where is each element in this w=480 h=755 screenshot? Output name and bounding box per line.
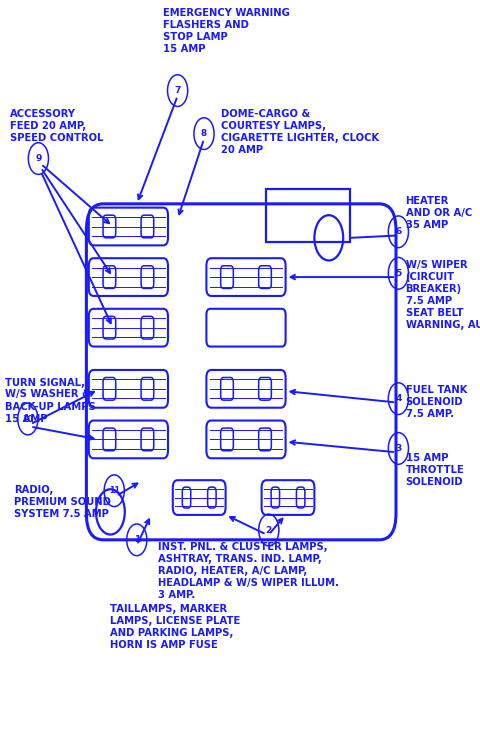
Text: 3: 3 (395, 444, 402, 453)
Text: 7: 7 (174, 86, 181, 95)
Text: TAILLAMPS, MARKER
LAMPS, LICENSE PLATE
AND PARKING LAMPS,
HORN IS AMP FUSE: TAILLAMPS, MARKER LAMPS, LICENSE PLATE A… (110, 604, 240, 650)
Text: W/S WIPER
(CIRCUIT
BREAKER)
7.5 AMP
SEAT BELT
WARNING, AUX.: W/S WIPER (CIRCUIT BREAKER) 7.5 AMP SEAT… (406, 260, 480, 331)
Text: 15 AMP
THROTTLE
SOLENOID: 15 AMP THROTTLE SOLENOID (406, 453, 464, 487)
Text: TURN SIGNAL,
W/S WASHER &
BACK-UP LAMPS
15 AMP: TURN SIGNAL, W/S WASHER & BACK-UP LAMPS … (5, 378, 96, 424)
Text: RADIO,
PREMIUM SOUND
SYSTEM 7.5 AMP: RADIO, PREMIUM SOUND SYSTEM 7.5 AMP (14, 485, 111, 519)
Text: 10: 10 (23, 414, 33, 424)
Text: ACCESSORY
FEED 20 AMP,
SPEED CONTROL: ACCESSORY FEED 20 AMP, SPEED CONTROL (10, 109, 103, 143)
Text: 11: 11 (109, 486, 120, 495)
Text: 8: 8 (201, 129, 207, 138)
Text: DOME-CARGO &
COURTESY LAMPS,
CIGARETTE LIGHTER, CLOCK
20 AMP: DOME-CARGO & COURTESY LAMPS, CIGARETTE L… (221, 109, 379, 156)
Text: HEATER
AND OR A/C
35 AMP: HEATER AND OR A/C 35 AMP (406, 196, 472, 230)
Text: EMERGENCY WARNING
FLASHERS AND
STOP LAMP
15 AMP: EMERGENCY WARNING FLASHERS AND STOP LAMP… (163, 8, 290, 54)
Text: 6: 6 (395, 227, 402, 236)
Text: INST. PNL. & CLUSTER LAMPS,
ASHTRAY, TRANS. IND. LAMP,
RADIO, HEATER, A/C LAMP,
: INST. PNL. & CLUSTER LAMPS, ASHTRAY, TRA… (158, 542, 339, 600)
Text: FUEL TANK
SOLENOID
7.5 AMP.: FUEL TANK SOLENOID 7.5 AMP. (406, 385, 467, 419)
Text: 1: 1 (133, 535, 140, 544)
Text: 4: 4 (395, 394, 402, 403)
Bar (266, 189, 350, 242)
Text: 5: 5 (395, 269, 402, 278)
Text: 9: 9 (35, 154, 42, 163)
Text: 2: 2 (265, 525, 272, 535)
